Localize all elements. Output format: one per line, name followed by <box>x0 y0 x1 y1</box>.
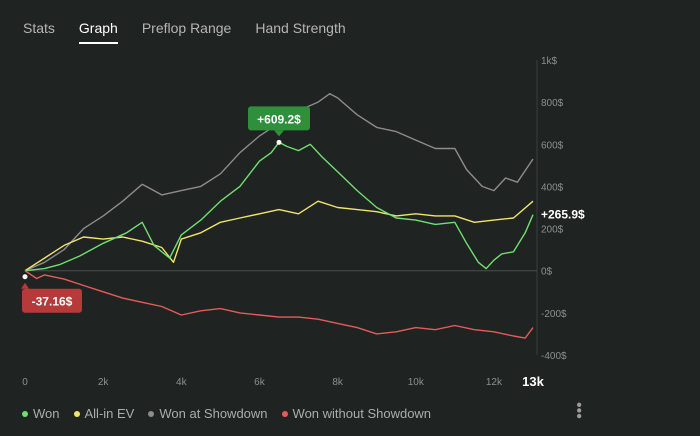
legend-dot-won <box>22 410 28 417</box>
legend-item-won-without-showdown[interactable]: Won without Showdown <box>281 406 432 421</box>
tab-bar: Stats Graph Preflop Range Hand Strength <box>23 20 346 44</box>
y-tick-label: -200$ <box>541 309 567 320</box>
x-tick-label: 6k <box>254 377 266 388</box>
x-tick-label: 2k <box>98 377 110 388</box>
legend-dot-won-at-showdown <box>148 410 155 417</box>
series-line-all-in-ev <box>24 200 534 272</box>
low-badge-pointer <box>21 282 29 289</box>
x-end-label: 13k <box>522 374 544 389</box>
legend-dot-all-in-ev <box>73 410 80 417</box>
legend-label-all-in-ev: All-in EV <box>84 406 135 421</box>
peak-badge <box>248 106 310 131</box>
chart-legend: Won All-in EV Won at Showdown Won withou… <box>22 406 431 421</box>
x-tick-label: 0 <box>22 377 28 388</box>
legend-item-all-in-ev[interactable]: All-in EV <box>73 406 135 421</box>
series-line-won-without-showdown <box>24 270 534 339</box>
peak-label: +609.2$ <box>257 112 301 126</box>
legend-dot-won-without-showdown <box>281 410 288 417</box>
final-value-label: +265.9$ <box>541 208 585 222</box>
tab-preflop-range[interactable]: Preflop Range <box>141 20 232 36</box>
y-tick-label: -400$ <box>541 351 567 362</box>
tab-graph[interactable]: Graph <box>78 20 118 44</box>
low-badge <box>22 288 82 313</box>
legend-label-won: Won <box>33 406 60 421</box>
peak-badge-pointer <box>274 130 284 137</box>
legend-item-won-at-showdown[interactable]: Won at Showdown <box>148 406 268 421</box>
y-tick-label: 800$ <box>541 98 564 109</box>
y-tick-label: 600$ <box>541 140 564 151</box>
y-tick-label: 0$ <box>541 267 553 278</box>
legend-label-won-at-showdown: Won at Showdown <box>159 406 268 421</box>
tab-hand-strength[interactable]: Hand Strength <box>255 20 346 36</box>
low-marker <box>22 274 28 280</box>
x-tick-label: 4k <box>176 377 188 388</box>
y-tick-label: 200$ <box>541 225 564 236</box>
more-vertical-icon[interactable]: ••• <box>570 402 587 419</box>
y-tick-label: 400$ <box>541 182 564 193</box>
profit-graph[interactable]: 1k$ 800$ 600$ 400$ 200$ 0$ -200$ -400$ 0 2k 4k 6k 8k… <box>0 50 700 395</box>
series-line-won <box>24 141 534 272</box>
x-tick-label: 12k <box>486 377 503 388</box>
peak-marker <box>276 139 282 145</box>
legend-label-won-without-showdown: Won without Showdown <box>292 406 432 421</box>
x-tick-label: 8k <box>332 377 344 388</box>
series-line-won-at-showdown <box>24 93 534 272</box>
x-tick-label: 10k <box>408 377 425 388</box>
low-label: -37.16$ <box>32 295 73 309</box>
y-tick-label: 1k$ <box>541 56 558 67</box>
tab-stats[interactable]: Stats <box>23 20 55 36</box>
legend-item-won[interactable]: Won <box>22 406 60 421</box>
